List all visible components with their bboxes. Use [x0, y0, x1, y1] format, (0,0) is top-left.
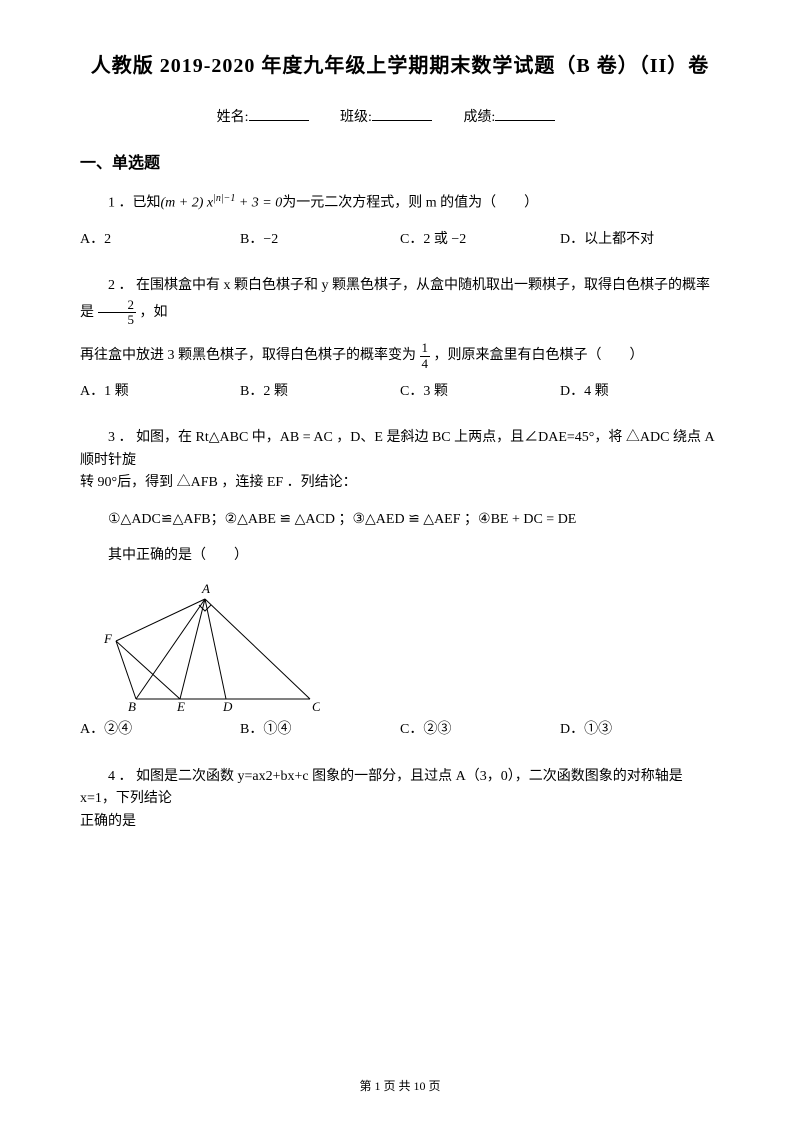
q3-options: A．②④ B．①④ C．②③ D．①③: [80, 719, 720, 741]
q2-frac2: 14: [420, 341, 431, 371]
q1-opt-d[interactable]: D．以上都不对: [560, 229, 720, 251]
score-label: 成绩:: [463, 110, 495, 125]
name-blank[interactable]: [249, 106, 309, 121]
question-3-line2: 转 90°后，得到 △AFB ，连接 EF ．列结论：: [80, 472, 720, 494]
q2-frac2-den: 4: [420, 357, 431, 371]
svg-text:E: E: [176, 699, 185, 711]
q2-opt-d[interactable]: D．4 颗: [560, 381, 720, 403]
q2-frac1: 25: [98, 298, 137, 328]
question-2: 2 ． 在围棋盒中有 x 颗白色棋子和 y 颗黑色棋子，从盒中随机取出一颗棋子，…: [80, 275, 720, 327]
q2-opt-b[interactable]: B．2 颗: [240, 381, 400, 403]
q1-suffix: 为一元二次方程式，则 m 的值为（ ）: [282, 196, 538, 211]
svg-text:F: F: [103, 631, 113, 646]
class-blank[interactable]: [372, 106, 432, 121]
question-3-stmts: ①△ADC≌△AFB；②△ABE ≌ △ACD ；③△AED ≌ △AEF ；④…: [80, 509, 720, 531]
q1-formula: (m + 2) x: [161, 196, 214, 211]
name-fields: 姓名: 班级: 成绩:: [80, 106, 720, 129]
q3-figure: A F B E D C: [100, 581, 320, 711]
score-blank[interactable]: [495, 106, 555, 121]
section-1-heading: 一、单选题: [80, 151, 720, 177]
page-title: 人教版 2019-2020 年度九年级上学期期末数学试题（B 卷）（II）卷: [80, 50, 720, 82]
q1-prefix: 1 ．已知: [108, 196, 161, 211]
svg-text:B: B: [128, 699, 136, 711]
q2-line1b: ，如: [140, 305, 168, 320]
question-1: 1 ．已知(m + 2) x|n|−1 + 3 = 0为一元二次方程式，则 m …: [80, 191, 720, 215]
q1-opt-a[interactable]: A．2: [80, 229, 240, 251]
question-2-cont: 再往盒中放进 3 颗黑色棋子，取得白色棋子的概率变为 14 ，则原来盒里有白色棋…: [80, 341, 720, 371]
q3-opt-c[interactable]: C．②③: [400, 719, 560, 741]
class-label: 班级:: [340, 110, 372, 125]
q3-opt-a[interactable]: A．②④: [80, 719, 240, 741]
q1-opt-c[interactable]: C．2 或 −2: [400, 229, 560, 251]
q1-options: A．2 B．−2 C．2 或 −2 D．以上都不对: [80, 229, 720, 251]
name-label: 姓名:: [217, 110, 249, 125]
question-3-line1: 3 ． 如图，在 Rt△ABC 中，AB = AC ，D、E 是斜边 BC 上两…: [80, 427, 720, 472]
page-footer: 第 1 页 共 10 页: [0, 1077, 800, 1096]
svg-text:D: D: [222, 699, 233, 711]
q2-opt-c[interactable]: C．3 颗: [400, 381, 560, 403]
q1-opt-b[interactable]: B．−2: [240, 229, 400, 251]
q2-line1a: 2 ． 在围棋盒中有 x 颗白色棋子和 y 颗黑色棋子，从盒中随机取出一颗棋子，…: [80, 278, 710, 319]
q1-tail: + 3 = 0: [235, 196, 282, 211]
question-4-line1: 4 ． 如图是二次函数 y=ax2+bx+c 图象的一部分，且过点 A（3，0）…: [80, 766, 720, 811]
q2-frac2-num: 1: [420, 341, 431, 356]
q2-line2a: 再往盒中放进 3 颗黑色棋子，取得白色棋子的概率变为: [80, 348, 416, 363]
q2-opt-a[interactable]: A．1 颗: [80, 381, 240, 403]
q2-line2b: ，则原来盒里有白色棋子（ ）: [434, 348, 644, 363]
q3-opt-b[interactable]: B．①④: [240, 719, 400, 741]
q3-opt-d[interactable]: D．①③: [560, 719, 720, 741]
q1-exp: |n|−1: [213, 193, 235, 204]
question-4-line2: 正确的是: [80, 811, 720, 833]
q2-options: A．1 颗 B．2 颗 C．3 颗 D．4 颗: [80, 381, 720, 403]
q2-frac1-num: 2: [98, 298, 137, 313]
svg-text:C: C: [312, 699, 320, 711]
svg-text:A: A: [201, 581, 210, 596]
q2-frac1-den: 5: [98, 313, 137, 327]
question-3-tail: 其中正确的是（ ）: [80, 545, 720, 567]
